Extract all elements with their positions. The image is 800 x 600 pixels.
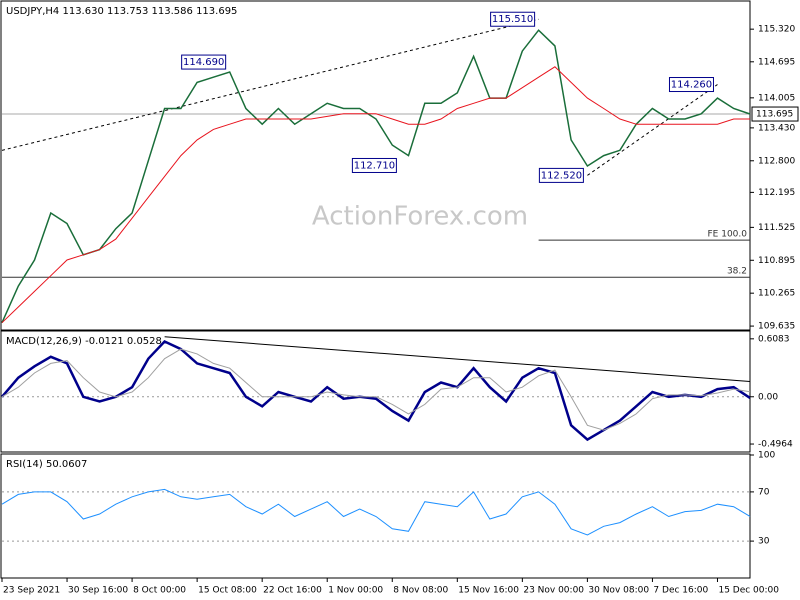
y-tick-label: 110.895 bbox=[758, 256, 795, 266]
trendline bbox=[587, 84, 718, 176]
annotation-label: 114.690 bbox=[183, 57, 224, 68]
x-tick-label: 1 Nov 00:00 bbox=[328, 586, 383, 596]
panel bbox=[0, 330, 751, 453]
annotation-box bbox=[351, 157, 397, 173]
annotation-box bbox=[538, 167, 584, 183]
series-line bbox=[1, 488, 751, 536]
x-tick-label: 8 Nov 08:00 bbox=[393, 586, 448, 596]
x-tick-label: 15 Nov 16:00 bbox=[458, 586, 519, 596]
y-tick-label: 30 bbox=[758, 537, 770, 547]
y-tick-label: 100 bbox=[758, 451, 775, 461]
y-tick-label: 113.430 bbox=[758, 123, 795, 133]
annotation-label: 112.710 bbox=[354, 160, 395, 171]
trendline bbox=[164, 336, 751, 383]
annotation-label: 114.260 bbox=[671, 80, 712, 91]
x-tick-label: 15 Oct 08:00 bbox=[198, 586, 257, 596]
x-tick-label: 8 Oct 00:00 bbox=[133, 586, 186, 596]
annotation-label: 115.510 bbox=[492, 14, 533, 25]
last-price-box bbox=[751, 106, 799, 122]
annotation-box bbox=[668, 77, 714, 93]
y-tick-label: 111.525 bbox=[758, 223, 795, 233]
y-tick-label: 112.195 bbox=[758, 188, 795, 198]
last-price-label: 113.695 bbox=[756, 110, 793, 120]
panel-title: RSI(14) 50.0607 bbox=[6, 459, 87, 470]
series-line bbox=[1, 29, 751, 324]
trendline bbox=[1, 18, 539, 151]
y-tick-label: -0.4964 bbox=[758, 440, 793, 450]
y-tick-label: 0.6083 bbox=[758, 334, 790, 344]
annotation-label: 112.520 bbox=[541, 170, 582, 181]
x-tick-label: 30 Sep 16:00 bbox=[68, 586, 128, 596]
watermark: ActionForex.com bbox=[312, 202, 528, 232]
x-tick-label: 22 Oct 16:00 bbox=[263, 586, 322, 596]
panel-title: MACD(12,26,9) -0.0121 0.0528 bbox=[6, 336, 162, 347]
level-label: 38.2 bbox=[727, 267, 747, 277]
annotation-box bbox=[181, 54, 227, 70]
x-tick-label: 7 Dec 16:00 bbox=[653, 586, 708, 596]
panel bbox=[0, 0, 751, 331]
y-tick-label: 110.265 bbox=[758, 289, 795, 299]
level-label: FE 100.0 bbox=[708, 230, 748, 240]
y-tick-label: 112.800 bbox=[758, 156, 795, 166]
y-tick-label: 0.00 bbox=[758, 392, 778, 402]
y-tick-label: 109.635 bbox=[758, 322, 795, 332]
x-tick-label: 23 Sep 2021 bbox=[3, 586, 60, 596]
panel-title: USDJPY,H4 113.630 113.753 113.586 113.69… bbox=[6, 6, 237, 17]
y-tick-label: 114.005 bbox=[758, 93, 795, 103]
series-line bbox=[1, 348, 751, 431]
y-tick-label: 115.320 bbox=[758, 25, 795, 35]
y-tick-label: 114.695 bbox=[758, 57, 795, 67]
x-tick-label: 30 Nov 08:00 bbox=[588, 586, 649, 596]
y-tick-label: 70 bbox=[758, 487, 770, 497]
series-line bbox=[1, 339, 751, 442]
annotation-box bbox=[490, 11, 536, 27]
x-tick-label: 23 Nov 00:00 bbox=[523, 586, 584, 596]
x-tick-label: 15 Dec 00:00 bbox=[718, 586, 779, 596]
series-line bbox=[1, 66, 750, 324]
